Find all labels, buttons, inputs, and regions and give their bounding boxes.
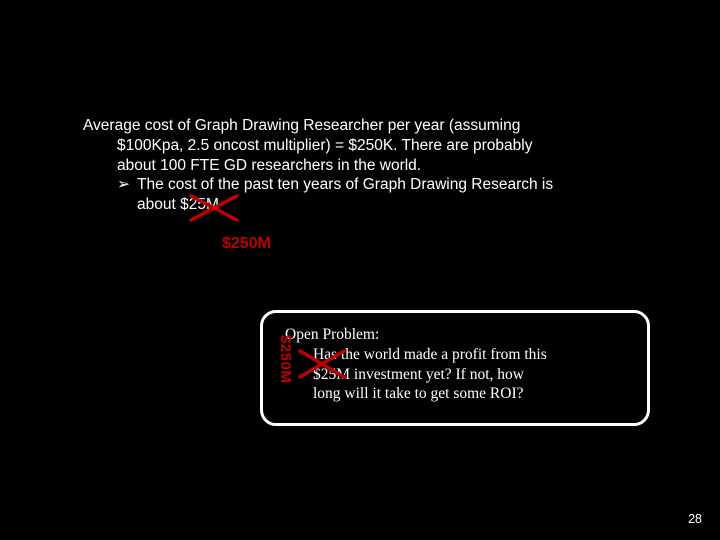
replacement-value-2-vertical: $250M	[277, 335, 294, 383]
open-problem-line-2: $25M investment yet? If not, how	[285, 365, 627, 385]
open-problem-title: Open Problem:	[285, 325, 627, 345]
main-line-3: about 100 FTE GD researchers in the worl…	[83, 156, 653, 176]
open-problem-line-3: long will it take to get some ROI?	[285, 384, 627, 404]
open-problem-box-wrap: Open Problem: Has the world made a profi…	[260, 310, 650, 426]
struck-value-2: $25M	[313, 366, 350, 383]
open-problem-box: Open Problem: Has the world made a profi…	[260, 310, 650, 426]
main-bullet-line-a: ➢ The cost of the past ten years of Grap…	[83, 175, 653, 195]
bullet-arrow-icon: ➢	[117, 175, 130, 195]
replacement-value-1: $250M	[222, 235, 271, 253]
slide: Average cost of Graph Drawing Researcher…	[0, 0, 720, 540]
main-bullet-prefix: about	[137, 196, 180, 213]
open-problem-line-1: Has the world made a profit from this	[285, 345, 627, 365]
main-line-2: $100Kpa, 2.5 oncost multiplier) = $250K.…	[83, 136, 653, 156]
struck-value-1: $25M	[180, 196, 219, 213]
main-bullet-text-a: The cost of the past ten years of Graph …	[137, 176, 553, 193]
main-paragraph: Average cost of Graph Drawing Researcher…	[83, 116, 653, 215]
main-line-1: Average cost of Graph Drawing Researcher…	[83, 116, 653, 136]
open-problem-line-2-suffix: investment yet? If not, how	[350, 366, 524, 383]
main-bullet-line-b: about $25M	[83, 195, 653, 215]
page-number: 28	[688, 512, 702, 526]
